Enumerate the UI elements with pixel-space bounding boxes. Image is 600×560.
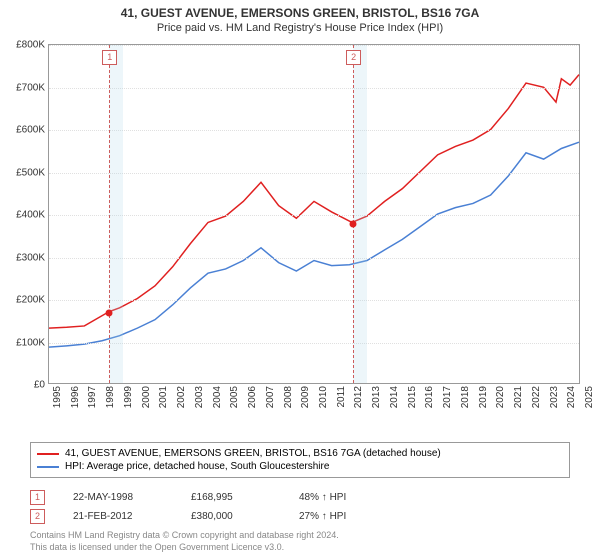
y-tick-label: £100K — [16, 337, 45, 348]
x-tick-label: 1996 — [70, 386, 81, 408]
legend: 41, GUEST AVENUE, EMERSONS GREEN, BRISTO… — [30, 442, 570, 478]
x-tick-label: 1995 — [52, 386, 63, 408]
x-tick-label: 2014 — [389, 386, 400, 408]
sale-point-dot — [106, 310, 113, 317]
x-tick-label: 1998 — [105, 386, 116, 408]
sale-price: £168,995 — [191, 492, 271, 503]
y-tick-label: £400K — [16, 210, 45, 221]
sale-date: 22-MAY-1998 — [73, 492, 163, 503]
y-tick-label: £800K — [16, 40, 45, 51]
footer-attribution: Contains HM Land Registry data © Crown c… — [30, 530, 339, 553]
legend-label: 41, GUEST AVENUE, EMERSONS GREEN, BRISTO… — [65, 448, 441, 459]
sale-marker-icon: 1 — [30, 490, 45, 505]
x-tick-label: 2012 — [353, 386, 364, 408]
chart-lines-svg — [49, 45, 579, 383]
x-tick-label: 2020 — [495, 386, 506, 408]
footer-line: Contains HM Land Registry data © Crown c… — [30, 530, 339, 542]
x-tick-label: 2015 — [407, 386, 418, 408]
sales-table: 1 22-MAY-1998 £168,995 48% ↑ HPI 2 21-FE… — [30, 488, 346, 526]
chart-marker-label: 2 — [346, 50, 361, 65]
x-tick-label: 2024 — [566, 386, 577, 408]
x-tick-label: 2018 — [460, 386, 471, 408]
x-tick-label: 2010 — [318, 386, 329, 408]
x-tick-label: 2000 — [141, 386, 152, 408]
chart-subtitle: Price paid vs. HM Land Registry's House … — [0, 20, 600, 34]
x-tick-label: 2019 — [478, 386, 489, 408]
x-tick-label: 1999 — [123, 386, 134, 408]
x-tick-label: 2009 — [300, 386, 311, 408]
x-tick-label: 2006 — [247, 386, 258, 408]
table-row: 2 21-FEB-2012 £380,000 27% ↑ HPI — [30, 507, 346, 526]
x-tick-label: 2007 — [265, 386, 276, 408]
table-row: 1 22-MAY-1998 £168,995 48% ↑ HPI — [30, 488, 346, 507]
x-tick-label: 2022 — [531, 386, 542, 408]
x-tick-label: 2003 — [194, 386, 205, 408]
legend-row: 41, GUEST AVENUE, EMERSONS GREEN, BRISTO… — [37, 447, 563, 460]
legend-swatch — [37, 453, 59, 455]
y-tick-label: £700K — [16, 82, 45, 93]
x-tick-label: 2004 — [212, 386, 223, 408]
chart-marker-label: 1 — [102, 50, 117, 65]
legend-swatch — [37, 466, 59, 468]
chart-container: 41, GUEST AVENUE, EMERSONS GREEN, BRISTO… — [0, 0, 600, 560]
x-tick-label: 2016 — [424, 386, 435, 408]
x-tick-label: 2005 — [229, 386, 240, 408]
sale-marker-icon: 2 — [30, 509, 45, 524]
x-tick-label: 2017 — [442, 386, 453, 408]
y-tick-label: £600K — [16, 125, 45, 136]
sale-point-dot — [350, 220, 357, 227]
y-tick-label: £200K — [16, 295, 45, 306]
x-tick-label: 2025 — [584, 386, 595, 408]
footer-line: This data is licensed under the Open Gov… — [30, 542, 339, 554]
sale-price: £380,000 — [191, 511, 271, 522]
chart-title: 41, GUEST AVENUE, EMERSONS GREEN, BRISTO… — [0, 0, 600, 20]
y-tick-label: £500K — [16, 167, 45, 178]
y-tick-label: £0 — [34, 380, 45, 391]
x-tick-label: 2021 — [513, 386, 524, 408]
legend-row: HPI: Average price, detached house, Sout… — [37, 460, 563, 473]
x-tick-label: 2001 — [158, 386, 169, 408]
x-tick-label: 2002 — [176, 386, 187, 408]
x-tick-label: 2011 — [336, 386, 347, 408]
sale-delta: 48% ↑ HPI — [299, 492, 346, 503]
x-tick-label: 1997 — [87, 386, 98, 408]
y-tick-label: £300K — [16, 252, 45, 263]
legend-label: HPI: Average price, detached house, Sout… — [65, 461, 329, 472]
chart-plot-area: £0£100K£200K£300K£400K£500K£600K£700K£80… — [48, 44, 580, 384]
x-tick-label: 2013 — [371, 386, 382, 408]
x-tick-label: 2008 — [283, 386, 294, 408]
sale-delta: 27% ↑ HPI — [299, 511, 346, 522]
sale-date: 21-FEB-2012 — [73, 511, 163, 522]
x-tick-label: 2023 — [549, 386, 560, 408]
